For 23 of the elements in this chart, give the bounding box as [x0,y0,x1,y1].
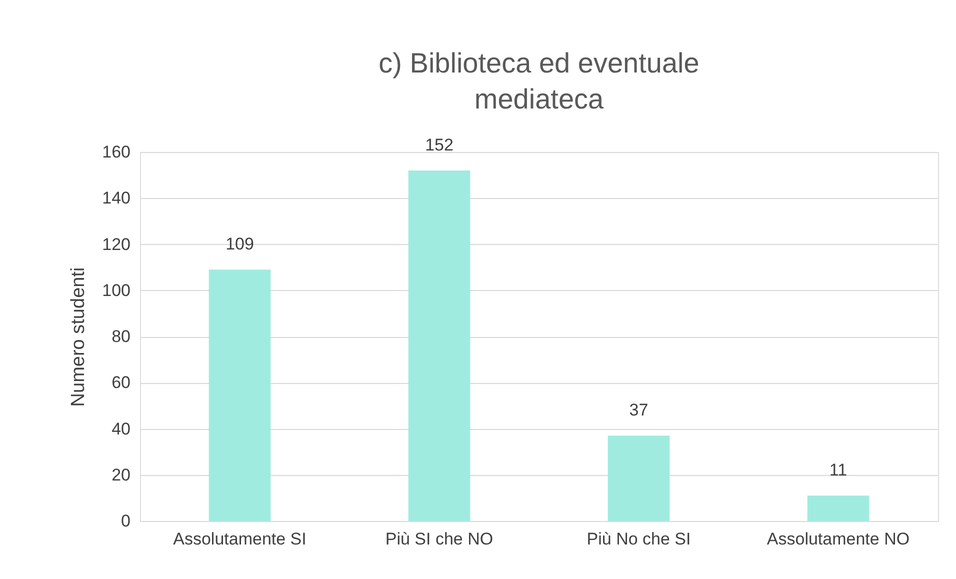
y-tick-label: 80 [112,327,130,346]
x-tick-label: Più No che SI [586,530,691,548]
x-tick-label: Assolutamente NO [766,530,910,548]
bar [807,496,870,521]
bar [408,170,470,521]
data-label: 11 [829,460,848,480]
x-tick-label: Più SI che NO [385,530,494,548]
y-tick-label: 0 [121,512,130,530]
y-tick-label: 120 [102,234,130,254]
data-label: 109 [226,234,254,254]
y-tick-label: 60 [112,373,130,392]
data-label: 152 [425,135,454,154]
data-label: 37 [629,400,648,420]
y-tick-label: 140 [102,188,130,208]
y-tick-label: 20 [112,465,130,484]
bar [608,436,670,521]
chart-title: c) Biblioteca ed eventuale mediateca [378,47,700,114]
x-tick-label: Assolutamente SI [173,530,306,548]
bar [208,270,271,521]
y-tick-label: 160 [102,142,130,162]
y-tick-label: 100 [102,280,130,300]
y-tick-label: 40 [112,419,130,438]
y-axis-title: Numero studenti [68,267,90,407]
